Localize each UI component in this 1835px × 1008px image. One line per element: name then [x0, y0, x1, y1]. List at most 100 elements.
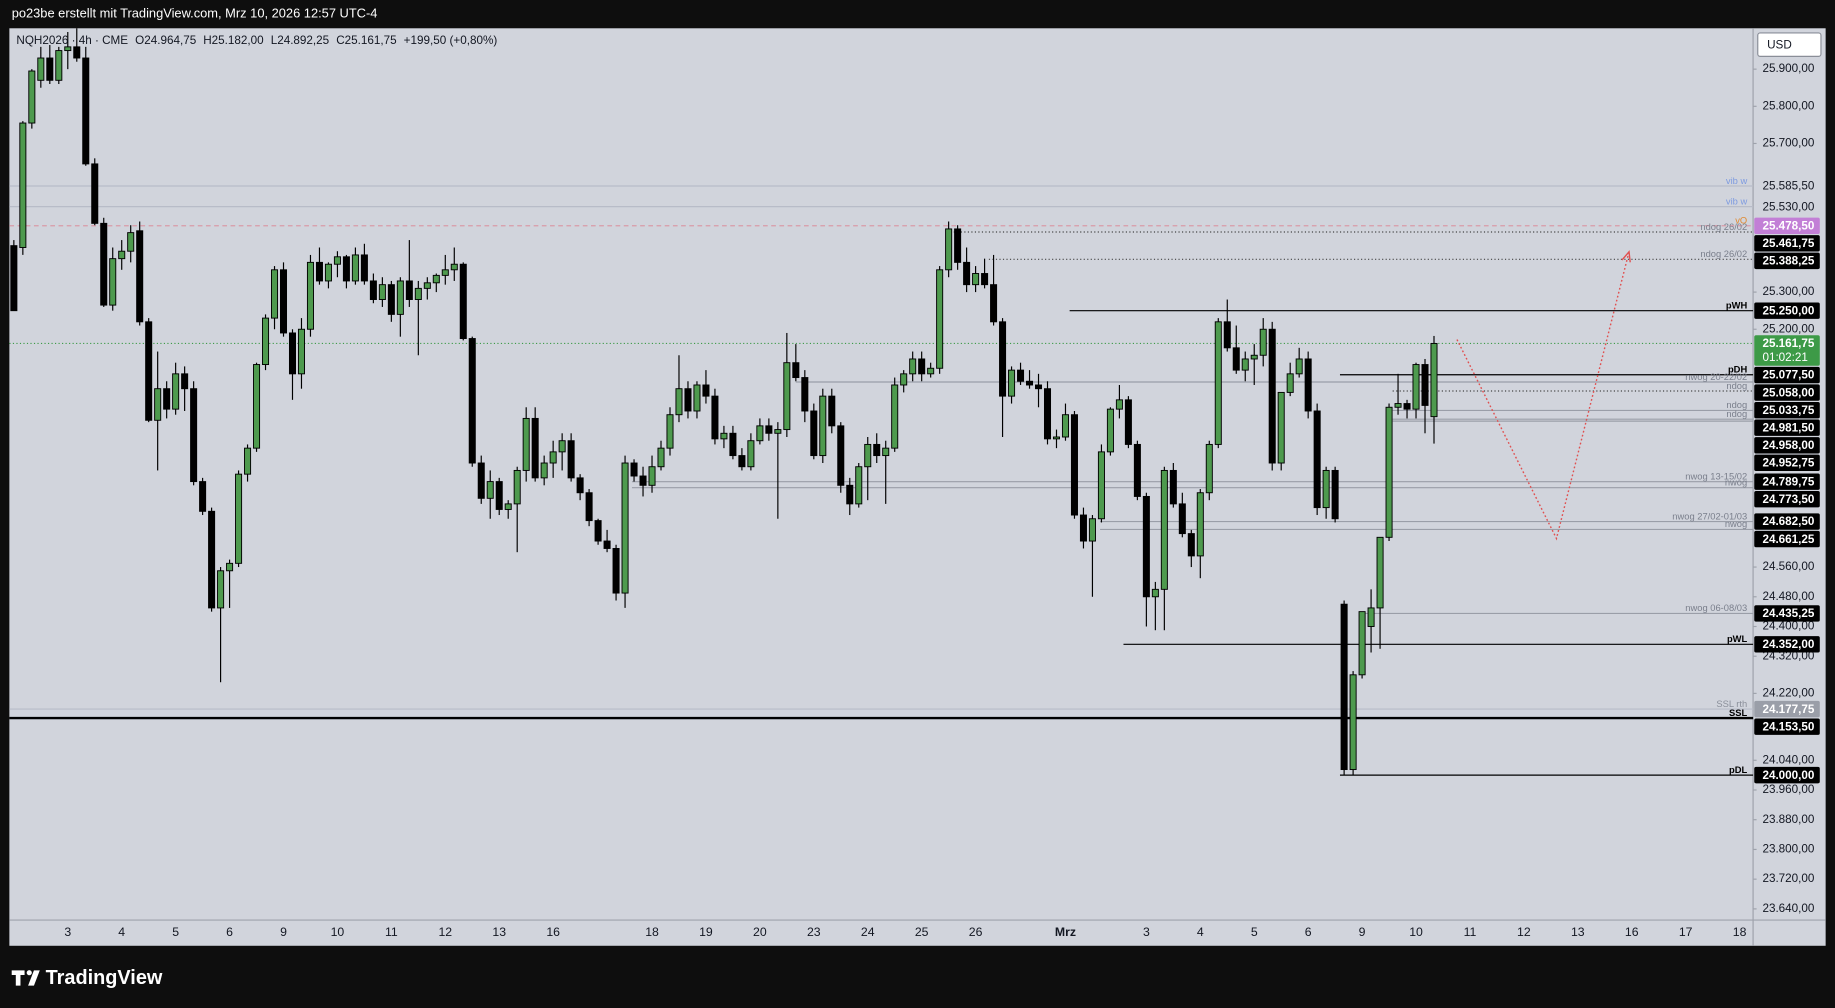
- candle-body: [540, 462, 548, 479]
- candle-body: [127, 232, 135, 252]
- logo-part: [28, 970, 40, 986]
- price-label: 24.682,50: [1762, 515, 1814, 528]
- price-badge: [1754, 217, 1820, 234]
- price-badge: [1754, 384, 1820, 401]
- candle-body: [1196, 492, 1204, 557]
- level-note: pDH: [1728, 365, 1747, 375]
- candle-body: [909, 358, 917, 375]
- candle-body: [1097, 451, 1105, 520]
- price-label: 24.952,75: [1762, 457, 1814, 470]
- candle-body: [306, 261, 314, 330]
- currency-box[interactable]: [1757, 32, 1822, 57]
- legend: NQH2026 · 4h · CME O24.964,75 H25.182,00 L2…: [16, 34, 497, 47]
- candle-body: [1340, 603, 1348, 771]
- candle-body: [792, 362, 800, 379]
- candle-body: [1232, 347, 1240, 371]
- x-tick-label: 24: [861, 925, 875, 939]
- currency: USD: [1767, 38, 1792, 51]
- candle-body: [801, 377, 809, 412]
- candle-body: [873, 443, 881, 457]
- price-label: 25.461,75: [1762, 237, 1814, 250]
- candle-body: [387, 284, 395, 315]
- candle-body: [972, 273, 980, 286]
- candle-body: [999, 321, 1007, 397]
- level-note: vib w: [1726, 196, 1748, 206]
- level-note: nwog 13-15/02: [1685, 471, 1747, 481]
- candle-body: [1079, 514, 1087, 542]
- x-tick-label: 16: [1625, 925, 1639, 939]
- x-tick-label: 23: [807, 925, 821, 939]
- candle-body: [837, 425, 845, 486]
- candle-body: [1394, 403, 1402, 408]
- x-tick-label: 5: [1251, 925, 1258, 939]
- level-note: nwog 20-22/02: [1685, 372, 1747, 382]
- x-tick-label: 5: [172, 925, 179, 939]
- candle-body: [603, 540, 611, 549]
- x-tick-label: 18: [1733, 925, 1747, 939]
- level-note: ndog: [1726, 400, 1747, 410]
- candle-body: [495, 481, 503, 510]
- y-tick-label: 24.320,00: [1762, 649, 1814, 662]
- price-badge: [1754, 235, 1820, 252]
- candle-body: [1133, 443, 1141, 497]
- price-badge: [1754, 766, 1820, 784]
- candle-body: [217, 570, 225, 609]
- candle-body: [1277, 391, 1285, 464]
- price-label: 24.435,25: [1762, 607, 1814, 620]
- candle-body: [109, 258, 117, 306]
- candle-body: [990, 284, 998, 323]
- candle-body: [244, 447, 252, 475]
- candle-body: [1286, 373, 1294, 393]
- candle-body: [648, 466, 656, 486]
- x-tick-label: 16: [546, 925, 560, 939]
- candle-body: [774, 429, 782, 434]
- candle-body: [1250, 354, 1258, 360]
- x-tick-label: 6: [1305, 925, 1312, 939]
- projection-arrow: [1621, 250, 1631, 263]
- price-badge: [1754, 437, 1820, 454]
- candle-body: [918, 358, 926, 375]
- y-tick-label: 25.800,00: [1762, 99, 1814, 112]
- price-label: 24.773,50: [1762, 493, 1814, 506]
- candle-body: [1349, 674, 1357, 771]
- level-note: nwog: [1725, 519, 1747, 529]
- candle-body: [64, 46, 72, 52]
- x-tick-label: 17: [1679, 925, 1693, 939]
- price-badge: [1754, 636, 1820, 653]
- x-tick-label: 25: [915, 925, 929, 939]
- candle-body: [100, 222, 108, 306]
- candle-body: [19, 122, 27, 248]
- candle-body: [315, 261, 323, 282]
- level-note: nwog: [1725, 478, 1747, 488]
- price-label: 25.250,00: [1762, 304, 1814, 317]
- candle-body: [1322, 469, 1330, 509]
- candle-body: [1061, 414, 1069, 438]
- candle-body: [324, 263, 332, 282]
- price-label: 25.530,00: [1762, 200, 1814, 213]
- candle-body: [288, 332, 297, 375]
- level-note: ndog 26/02: [1700, 249, 1747, 259]
- price-label: 24.789,75: [1762, 475, 1814, 488]
- price-label: 25.033,75: [1762, 404, 1814, 417]
- candle-body: [477, 462, 485, 499]
- price-badge: [1754, 530, 1820, 548]
- candle-body: [396, 280, 404, 315]
- candle-body: [1106, 408, 1114, 453]
- price-label: 25.388,25: [1762, 255, 1814, 268]
- candle-body: [684, 388, 692, 412]
- logo-part: [11, 970, 25, 986]
- y-tick-label: 24.560,00: [1762, 560, 1814, 573]
- candle-body: [1187, 533, 1195, 557]
- candle-body: [1178, 503, 1186, 535]
- candle-body: [1052, 436, 1061, 440]
- candle-body: [702, 384, 710, 397]
- price-label: 24.661,25: [1762, 533, 1814, 546]
- candle-body: [235, 473, 243, 564]
- candle-body: [468, 338, 476, 464]
- projection: [1456, 251, 1630, 541]
- change: +199,50 (+0,80%): [404, 34, 498, 47]
- x-tick-label: 26: [969, 925, 983, 939]
- level-note: nwog 06-08/03: [1685, 603, 1747, 613]
- candle-body: [1403, 403, 1411, 410]
- candle-body: [558, 440, 566, 453]
